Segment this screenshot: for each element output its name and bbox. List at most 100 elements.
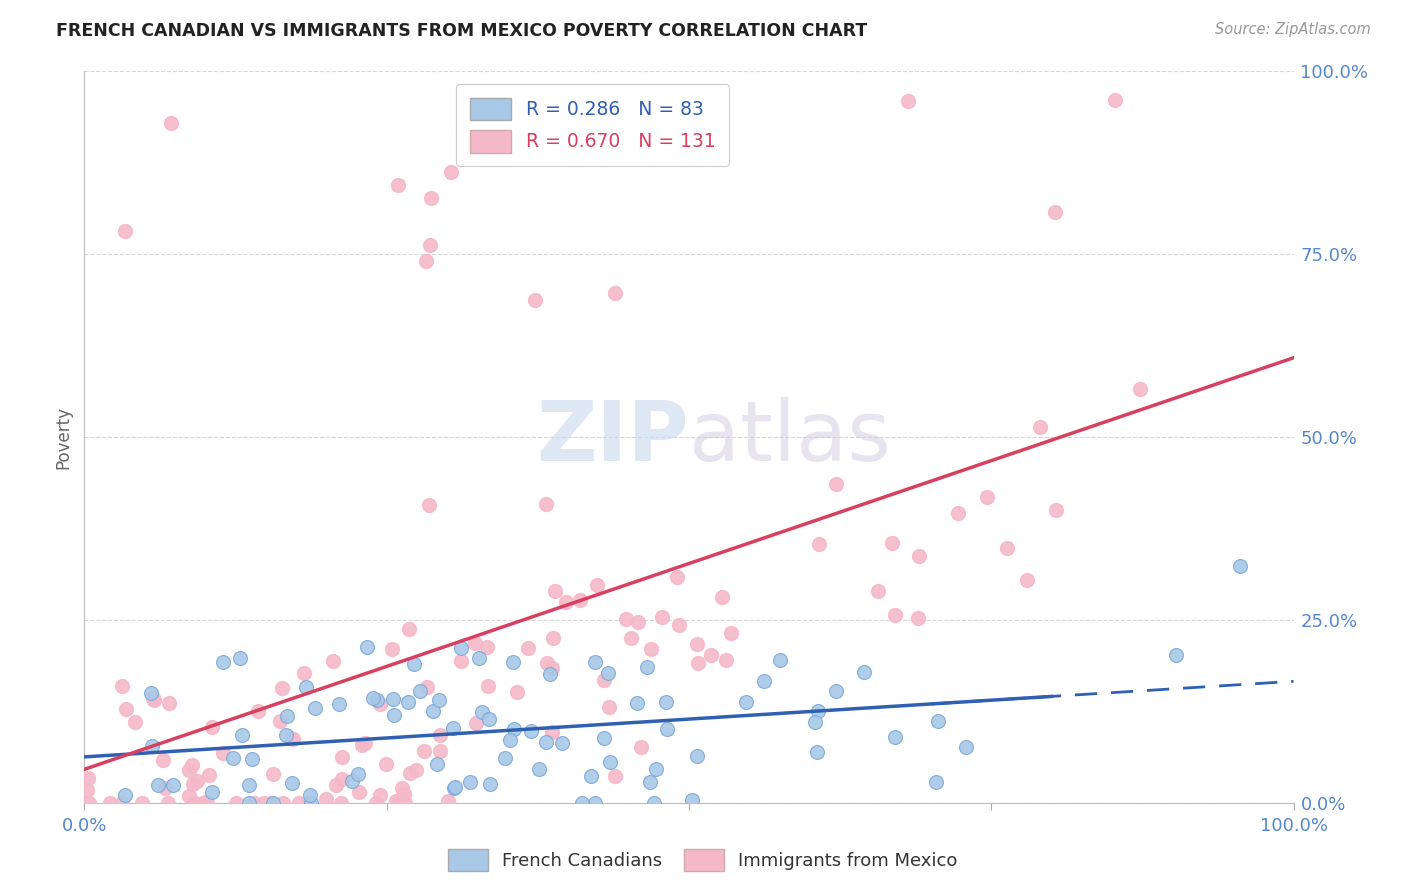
- Point: [183, 796, 205, 810]
- Point: [225, 796, 247, 810]
- Point: [720, 626, 742, 640]
- Text: atlas: atlas: [689, 397, 890, 477]
- Point: [416, 680, 439, 694]
- Point: [630, 740, 652, 755]
- Point: [330, 796, 353, 810]
- Point: [593, 673, 616, 688]
- Point: [735, 695, 758, 709]
- Point: [301, 796, 323, 810]
- Point: [527, 762, 550, 776]
- Point: [76, 783, 98, 797]
- Point: [651, 610, 673, 624]
- Point: [177, 763, 200, 777]
- Point: [638, 774, 661, 789]
- Point: [668, 618, 690, 632]
- Point: [1043, 205, 1066, 219]
- Point: [246, 704, 269, 718]
- Point: [640, 642, 662, 657]
- Point: [538, 667, 561, 681]
- Point: [363, 691, 385, 706]
- Point: [686, 748, 709, 763]
- Point: [554, 595, 576, 609]
- Point: [181, 758, 204, 772]
- Point: [281, 776, 304, 790]
- Point: [1104, 93, 1126, 107]
- Point: [534, 497, 557, 511]
- Point: [294, 680, 316, 694]
- Point: [458, 140, 481, 154]
- Point: [115, 702, 138, 716]
- Point: [995, 541, 1018, 555]
- Point: [806, 745, 828, 759]
- Point: [181, 776, 204, 790]
- Point: [700, 648, 723, 663]
- Point: [614, 612, 637, 626]
- Point: [1229, 559, 1251, 574]
- Point: [396, 695, 419, 709]
- Point: [330, 750, 353, 764]
- Point: [429, 728, 451, 742]
- Point: [925, 774, 948, 789]
- Point: [665, 570, 688, 584]
- Point: [807, 537, 830, 551]
- Point: [381, 691, 404, 706]
- Point: [716, 653, 738, 667]
- Point: [494, 109, 516, 123]
- Point: [807, 704, 830, 718]
- Point: [599, 755, 621, 769]
- Point: [281, 731, 304, 746]
- Point: [368, 698, 391, 712]
- Point: [603, 769, 626, 783]
- Point: [541, 631, 564, 645]
- Point: [274, 728, 297, 742]
- Point: [524, 293, 547, 308]
- Point: [596, 665, 619, 680]
- Point: [626, 696, 648, 710]
- Point: [152, 753, 174, 767]
- Point: [598, 700, 620, 714]
- Point: [79, 796, 101, 810]
- Point: [405, 764, 427, 778]
- Point: [381, 642, 404, 657]
- Point: [540, 661, 562, 675]
- Point: [328, 697, 350, 711]
- Point: [752, 674, 775, 689]
- Point: [179, 789, 201, 804]
- Point: [884, 608, 907, 623]
- Point: [520, 724, 543, 739]
- Point: [366, 693, 388, 707]
- Point: [183, 796, 205, 810]
- Point: [1166, 648, 1188, 662]
- Point: [141, 739, 163, 753]
- Point: [443, 780, 465, 795]
- Point: [364, 796, 387, 810]
- Point: [276, 709, 298, 723]
- Point: [907, 611, 929, 625]
- Point: [347, 785, 370, 799]
- Point: [325, 778, 347, 792]
- Point: [159, 116, 181, 130]
- Point: [908, 549, 931, 564]
- Point: [477, 679, 499, 693]
- Point: [139, 686, 162, 700]
- Point: [955, 739, 977, 754]
- Point: [271, 796, 294, 810]
- Point: [198, 768, 221, 782]
- Point: [436, 794, 458, 808]
- Point: [516, 640, 538, 655]
- Point: [162, 778, 184, 792]
- Point: [583, 796, 606, 810]
- Point: [340, 774, 363, 789]
- Point: [503, 722, 526, 736]
- Point: [927, 714, 949, 728]
- Point: [418, 498, 440, 512]
- Point: [884, 731, 907, 745]
- Point: [391, 780, 413, 795]
- Point: [382, 707, 405, 722]
- Point: [194, 795, 217, 809]
- Point: [544, 584, 567, 599]
- Point: [494, 751, 516, 765]
- Point: [541, 725, 564, 739]
- Point: [422, 704, 444, 718]
- Point: [385, 794, 408, 808]
